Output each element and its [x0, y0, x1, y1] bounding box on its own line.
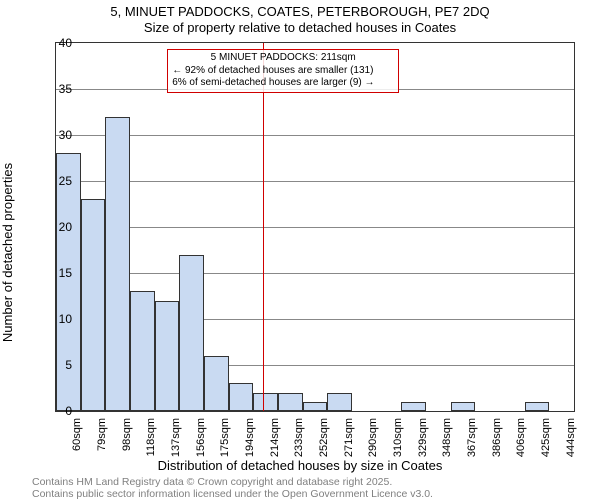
- histogram-bar: [179, 255, 204, 411]
- gridline: [56, 273, 574, 274]
- x-tick-label: 444sqm: [565, 418, 577, 468]
- histogram-bar: [278, 393, 303, 411]
- gridline: [56, 135, 574, 136]
- x-tick-label: 271sqm: [343, 418, 355, 468]
- x-tick-label: 310sqm: [392, 418, 404, 468]
- y-axis-label: Number of detached properties: [0, 73, 15, 252]
- footer-line-1: Contains HM Land Registry data © Crown c…: [32, 476, 392, 488]
- histogram-bar: [525, 402, 550, 411]
- y-tick-label: 10: [42, 312, 72, 326]
- chart-title-sub: Size of property relative to detached ho…: [0, 20, 600, 35]
- x-tick-label: 60sqm: [71, 418, 83, 468]
- x-tick-label: 329sqm: [417, 418, 429, 468]
- y-tick-label: 35: [42, 82, 72, 96]
- y-tick-label: 30: [42, 128, 72, 142]
- x-tick-label: 214sqm: [269, 418, 281, 468]
- histogram-bar: [229, 383, 254, 411]
- histogram-bar: [327, 393, 352, 411]
- x-tick-label: 348sqm: [441, 418, 453, 468]
- y-tick-label: 5: [42, 358, 72, 372]
- histogram-bar: [253, 393, 278, 411]
- chart-title-main: 5, MINUET PADDOCKS, COATES, PETERBOROUGH…: [0, 4, 600, 19]
- x-tick-label: 175sqm: [219, 418, 231, 468]
- y-tick-label: 0: [42, 404, 72, 418]
- histogram-bar: [303, 402, 328, 411]
- y-tick-label: 25: [42, 174, 72, 188]
- y-tick-label: 40: [42, 36, 72, 50]
- plot-area: 5 MINUET PADDOCKS: 211sqm← 92% of detach…: [55, 42, 575, 412]
- gridline: [56, 227, 574, 228]
- callout-box: 5 MINUET PADDOCKS: 211sqm← 92% of detach…: [167, 49, 399, 93]
- x-tick-label: 194sqm: [244, 418, 256, 468]
- x-tick-label: 79sqm: [96, 418, 108, 468]
- y-tick-label: 20: [42, 220, 72, 234]
- histogram-bar: [105, 117, 130, 411]
- marker-line: [263, 43, 264, 411]
- callout-line: 5 MINUET PADDOCKS: 211sqm: [172, 52, 394, 65]
- histogram-bar: [204, 356, 229, 411]
- histogram-bar: [155, 301, 180, 411]
- gridline: [56, 181, 574, 182]
- x-tick-label: 156sqm: [195, 418, 207, 468]
- footer-line-2: Contains public sector information licen…: [32, 488, 433, 500]
- histogram-bar: [451, 402, 476, 411]
- callout-line: 6% of semi-detached houses are larger (9…: [172, 77, 394, 90]
- y-tick-label: 15: [42, 266, 72, 280]
- x-tick-label: 118sqm: [145, 418, 157, 468]
- x-tick-label: 386sqm: [491, 418, 503, 468]
- x-tick-label: 290sqm: [367, 418, 379, 468]
- histogram-bar: [81, 199, 106, 411]
- x-tick-label: 137sqm: [170, 418, 182, 468]
- chart-container: 5, MINUET PADDOCKS, COATES, PETERBOROUGH…: [0, 0, 600, 500]
- x-tick-label: 425sqm: [540, 418, 552, 468]
- x-tick-label: 98sqm: [121, 418, 133, 468]
- x-tick-label: 252sqm: [318, 418, 330, 468]
- x-tick-label: 367sqm: [466, 418, 478, 468]
- histogram-bar: [56, 153, 81, 411]
- histogram-bar: [130, 291, 155, 411]
- x-tick-label: 233sqm: [293, 418, 305, 468]
- x-tick-label: 406sqm: [515, 418, 527, 468]
- callout-line: ← 92% of detached houses are smaller (13…: [172, 65, 394, 78]
- histogram-bar: [401, 402, 426, 411]
